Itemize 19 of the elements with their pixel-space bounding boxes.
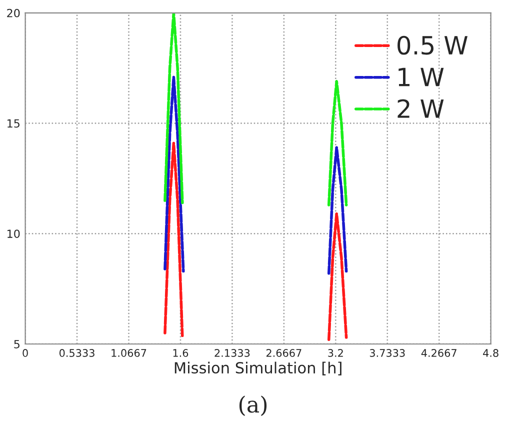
y-tick-label: 15 bbox=[8, 119, 20, 128]
x-tick-label: 4.8 bbox=[483, 349, 498, 357]
x-tick-label: 4.2667 bbox=[421, 349, 456, 357]
legend-label: 1 W bbox=[398, 68, 444, 86]
y-tick-label: 20 bbox=[7, 8, 20, 18]
legend-label: 0.5 W bbox=[398, 36, 468, 55]
x-axis-title: Mission Simulation [h] bbox=[174, 362, 342, 376]
x-tick-label: 2.6667 bbox=[266, 349, 302, 357]
x-tick-label: 0 bbox=[22, 349, 28, 357]
x-tick-label: 1.6 bbox=[173, 349, 188, 357]
y-tick-label: 5 bbox=[14, 340, 20, 348]
x-tick-label: 1.0667 bbox=[112, 349, 146, 357]
y-tick-label: 10 bbox=[8, 230, 20, 238]
text: (a) bbox=[239, 396, 267, 416]
x-tick-label: 3.2 bbox=[328, 349, 343, 357]
x-tick-label: 0.5333 bbox=[59, 349, 94, 357]
x-tick-label: 3.7333 bbox=[370, 349, 405, 357]
x-tick-label: 2.1333 bbox=[214, 349, 250, 357]
legend-label: 2 W bbox=[398, 99, 444, 118]
